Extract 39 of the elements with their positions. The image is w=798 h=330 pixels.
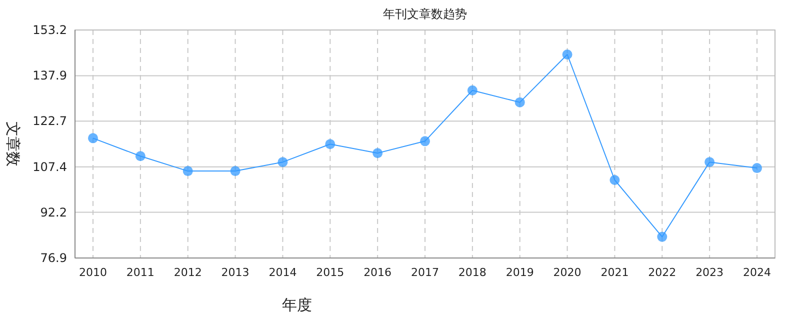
point xyxy=(372,148,383,158)
x-tick-label: 2012 xyxy=(174,266,202,279)
x-axis-title: 年度 xyxy=(282,296,312,314)
x-tick-label: 2014 xyxy=(268,266,297,279)
point xyxy=(704,157,715,168)
point xyxy=(182,166,193,176)
point xyxy=(325,139,336,150)
point xyxy=(420,136,430,146)
y-tick-label: 122.7 xyxy=(32,114,67,128)
point xyxy=(657,232,668,242)
point xyxy=(135,151,146,162)
x-tick-label: 2017 xyxy=(411,266,439,279)
x-tick-label: 2016 xyxy=(364,266,392,279)
x-tick-label: 2020 xyxy=(553,266,582,279)
y-tick-label: 153.2 xyxy=(32,23,67,37)
x-tick-label: 2023 xyxy=(696,266,724,279)
point xyxy=(278,157,288,168)
point xyxy=(610,175,620,186)
x-tick-label: 2024 xyxy=(743,266,771,279)
point xyxy=(514,97,525,108)
y-tick-label: 76.9 xyxy=(40,251,67,265)
x-tick-label: 2015 xyxy=(316,266,344,279)
point xyxy=(752,163,762,174)
point xyxy=(88,133,98,144)
point xyxy=(562,50,572,60)
x-tick-label: 2019 xyxy=(506,266,534,279)
x-tick-label: 2010 xyxy=(79,266,107,279)
point xyxy=(230,166,240,176)
y-tick-label: 107.4 xyxy=(32,160,67,174)
y-axis-title: 文章数 xyxy=(4,122,22,166)
x-tick-label: 2021 xyxy=(600,266,629,279)
y-tick-label: 137.9 xyxy=(32,68,67,83)
x-tick-label: 2011 xyxy=(126,266,154,279)
chart-title: 年刊文章数趋势 xyxy=(383,7,467,21)
x-tick-label: 2018 xyxy=(458,266,486,279)
x-tick-label: 2022 xyxy=(648,266,676,279)
x-tick-label: 2013 xyxy=(221,266,250,279)
y-tick-label: 92.2 xyxy=(40,205,67,220)
point xyxy=(467,85,478,96)
